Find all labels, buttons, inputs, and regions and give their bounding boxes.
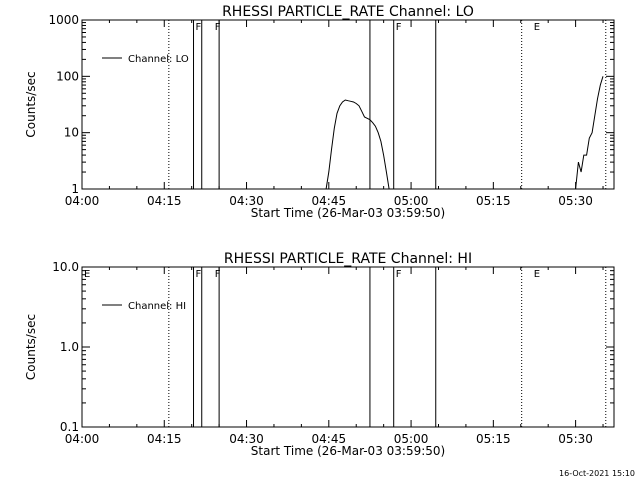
y-tick-label: 10 bbox=[64, 126, 79, 140]
flag-label: F bbox=[196, 269, 202, 280]
series-line bbox=[325, 99, 390, 190]
y-axis-label: Counts/sec bbox=[24, 314, 38, 380]
x-tick-label: 04:45 bbox=[312, 194, 347, 208]
legend-label: Channel: LO bbox=[128, 54, 189, 65]
x-axis-label: Start Time (26-Mar-03 03:59:50) bbox=[251, 444, 445, 458]
legend-label: Channel: HI bbox=[128, 301, 186, 312]
y-tick-label: 1 bbox=[71, 182, 79, 196]
x-tick-label: 05:00 bbox=[394, 194, 429, 208]
x-tick-label: 05:00 bbox=[394, 432, 429, 446]
x-tick-label: 05:15 bbox=[476, 432, 511, 446]
chart-title: RHESSI PARTICLE_RATE Channel: HI bbox=[224, 251, 472, 267]
series-line bbox=[575, 76, 604, 190]
flag-label: F bbox=[396, 22, 402, 33]
panel-lo: RHESSI PARTICLE_RATE Channel: LO 04:00 04:… bbox=[24, 4, 615, 220]
y-axis-label: Counts/sec bbox=[24, 71, 38, 137]
footer-timestamp: 16-Oct-2021 15:10 bbox=[559, 469, 635, 478]
flag-label: F bbox=[215, 22, 221, 33]
chart-title: RHESSI PARTICLE_RATE Channel: LO bbox=[222, 4, 474, 20]
panel-hi: RHESSI PARTICLE_RATE Channel: HI 04:00 04:… bbox=[24, 251, 615, 458]
flag-label: E bbox=[534, 22, 540, 33]
x-tick-label: 04:30 bbox=[229, 432, 264, 446]
x-tick-label: 05:30 bbox=[558, 432, 593, 446]
flag-label: E bbox=[534, 269, 540, 280]
y-tick-label: 0.1 bbox=[60, 420, 79, 434]
y-tick-label: 10.0 bbox=[52, 260, 79, 274]
x-tick-label: 04:00 bbox=[65, 432, 100, 446]
flag-label: F bbox=[196, 22, 202, 33]
flag-label: E bbox=[84, 269, 90, 280]
y-tick-label: 100 bbox=[56, 69, 79, 83]
x-tick-label: 05:15 bbox=[476, 194, 511, 208]
plot-frame bbox=[81, 266, 615, 428]
x-tick-label: 04:15 bbox=[147, 432, 182, 446]
plot-frame bbox=[81, 19, 615, 190]
x-tick-label: 04:30 bbox=[229, 194, 264, 208]
flag-label: F bbox=[215, 269, 221, 280]
x-axis-label: Start Time (26-Mar-03 03:59:50) bbox=[251, 206, 445, 220]
x-tick-label: 05:30 bbox=[558, 194, 593, 208]
y-tick-label: 1.0 bbox=[60, 340, 79, 354]
flag-label: F bbox=[396, 269, 402, 280]
x-tick-label: 04:15 bbox=[147, 194, 182, 208]
y-tick-label: 1000 bbox=[48, 13, 79, 27]
x-tick-label: 04:45 bbox=[312, 432, 347, 446]
x-tick-label: 04:00 bbox=[65, 194, 100, 208]
